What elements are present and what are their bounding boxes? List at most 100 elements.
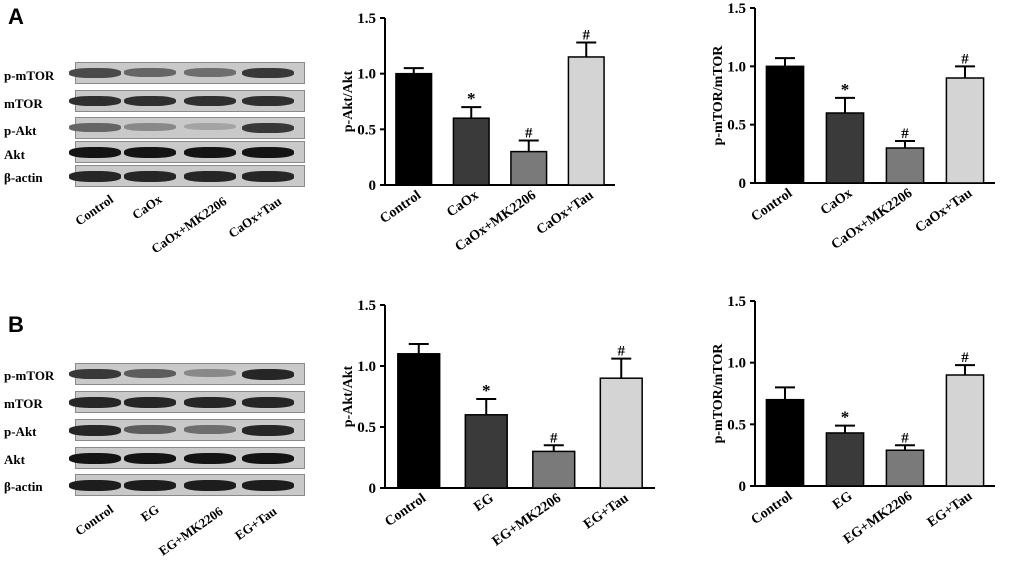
panel-letter-a: A: [8, 4, 24, 29]
blot-band: [242, 425, 294, 436]
blot-band: [69, 96, 121, 107]
blot-band: [242, 147, 294, 158]
x-tick-label: EG+MK2206: [490, 491, 564, 549]
x-tick-label: Control: [749, 186, 796, 225]
x-tick-label: EG: [471, 491, 496, 515]
significance-marker: #: [550, 430, 558, 446]
y-axis-label: p-mTOR/mTOR: [711, 45, 726, 146]
x-tick-label: EG+Tau: [581, 491, 632, 533]
bar: [510, 150, 548, 186]
bar-chart-b-p-akt: 0 0.5 1.0 1.5 p-Akt/Akt Control * EG # EG+MK2206 #…: [341, 298, 655, 549]
blot-band: [242, 480, 294, 491]
significance-marker: #: [525, 125, 533, 141]
blot-band: [242, 96, 294, 107]
bar: [825, 432, 865, 487]
significance-marker: #: [961, 51, 969, 67]
y-tick-label: 1.0: [727, 59, 746, 75]
blot-band: [184, 68, 236, 77]
blot-label-p-akt: p-Akt: [4, 424, 37, 439]
blot-band: [69, 480, 121, 491]
x-tick-label: EG: [830, 489, 855, 513]
blot-band: [69, 68, 121, 78]
y-tick-label: 0: [739, 176, 747, 192]
blot-label-mtor: mTOR: [4, 396, 43, 411]
y-tick-label: 0.5: [727, 118, 746, 134]
x-tick-label: Control: [749, 489, 796, 528]
blot-band: [69, 369, 121, 379]
blot-label-p-mtor: p-mTOR: [4, 368, 55, 383]
x-tick-label: CaOx+Tau: [913, 186, 976, 236]
y-tick-label: 0.5: [357, 420, 376, 436]
x-tick-label: CaOx: [818, 186, 855, 218]
blot-band: [184, 453, 236, 464]
bar: [765, 65, 805, 184]
blot-label-mtor: mTOR: [4, 96, 43, 111]
y-tick-label: 1.0: [357, 359, 376, 375]
blot-band: [124, 480, 176, 491]
blot-band: [184, 397, 236, 408]
significance-marker: *: [482, 381, 491, 400]
blot-band: [124, 96, 176, 107]
bar: [395, 72, 433, 186]
blot-band: [124, 147, 176, 158]
x-tick-label: EG+Tau: [925, 489, 976, 531]
blot-band: [69, 123, 121, 132]
y-axis-label: p-Akt/Akt: [341, 70, 356, 132]
bar: [599, 377, 643, 489]
blot-band: [124, 68, 176, 77]
significance-marker: *: [841, 408, 850, 427]
bar: [945, 77, 985, 184]
x-tick-label: Control: [377, 188, 424, 227]
blot-band: [184, 147, 236, 158]
y-tick-label: 1.5: [727, 1, 746, 17]
bar: [945, 374, 985, 487]
blot-band: [184, 369, 236, 377]
y-tick-label: 1.0: [357, 67, 376, 83]
bar: [397, 353, 441, 489]
bar-chart-b-p-mtor: 00.51.01.5p-mTOR/mTORControl*EG#EG+MK220…: [711, 294, 995, 547]
blot-band: [184, 171, 236, 182]
blot-band: [124, 425, 176, 434]
blot-band: [242, 171, 294, 182]
blot-band: [124, 397, 176, 408]
bar: [765, 398, 805, 487]
blot-label-p-akt: p-Akt: [4, 123, 37, 138]
blot-label-beta-actin: β-actin: [4, 479, 43, 494]
x-tick-label: CaOx: [444, 188, 481, 220]
bar: [464, 414, 508, 489]
y-tick-label: 0: [369, 178, 377, 194]
blot-band: [124, 171, 176, 182]
x-tick-label: Control: [382, 491, 429, 530]
bar-chart-a-p-akt: 00.51.01.5p-Akt/AktControl*CaOx#CaOx+MK2…: [341, 11, 615, 255]
blot-band: [124, 369, 176, 378]
blot-band: [69, 425, 121, 436]
panel-letter-b: B: [8, 312, 24, 337]
blot-band: [184, 480, 236, 491]
y-axis-label: p-mTOR/mTOR: [711, 343, 726, 444]
blot-band: [69, 397, 121, 408]
blot-band: [184, 96, 236, 107]
bar: [885, 147, 925, 184]
blot-band: [242, 453, 294, 464]
significance-marker: #: [583, 27, 591, 43]
y-tick-label: 1.0: [727, 356, 746, 372]
bar-chart-a-p-mtor: 00.51.01.5p-mTOR/mTORControl*CaOx#CaOx+M…: [711, 1, 995, 253]
x-tick-label: CaOx+Tau: [534, 188, 597, 238]
blot-band: [124, 123, 176, 131]
y-axis-label: p-Akt/Akt: [341, 365, 356, 427]
significance-marker: *: [841, 80, 850, 99]
blot-band: [242, 369, 294, 380]
blot-band: [69, 453, 121, 464]
blot-band: [69, 171, 121, 182]
bar: [825, 112, 865, 184]
bar: [532, 450, 576, 489]
significance-marker: #: [901, 430, 909, 446]
y-tick-label: 0.5: [357, 122, 376, 138]
blot-label-akt: Akt: [4, 452, 25, 467]
blot-band: [242, 397, 294, 408]
blot-band: [69, 147, 121, 158]
blot-band: [242, 123, 294, 133]
bar: [452, 117, 490, 186]
blot-label-p-mtor: p-mTOR: [4, 68, 55, 83]
